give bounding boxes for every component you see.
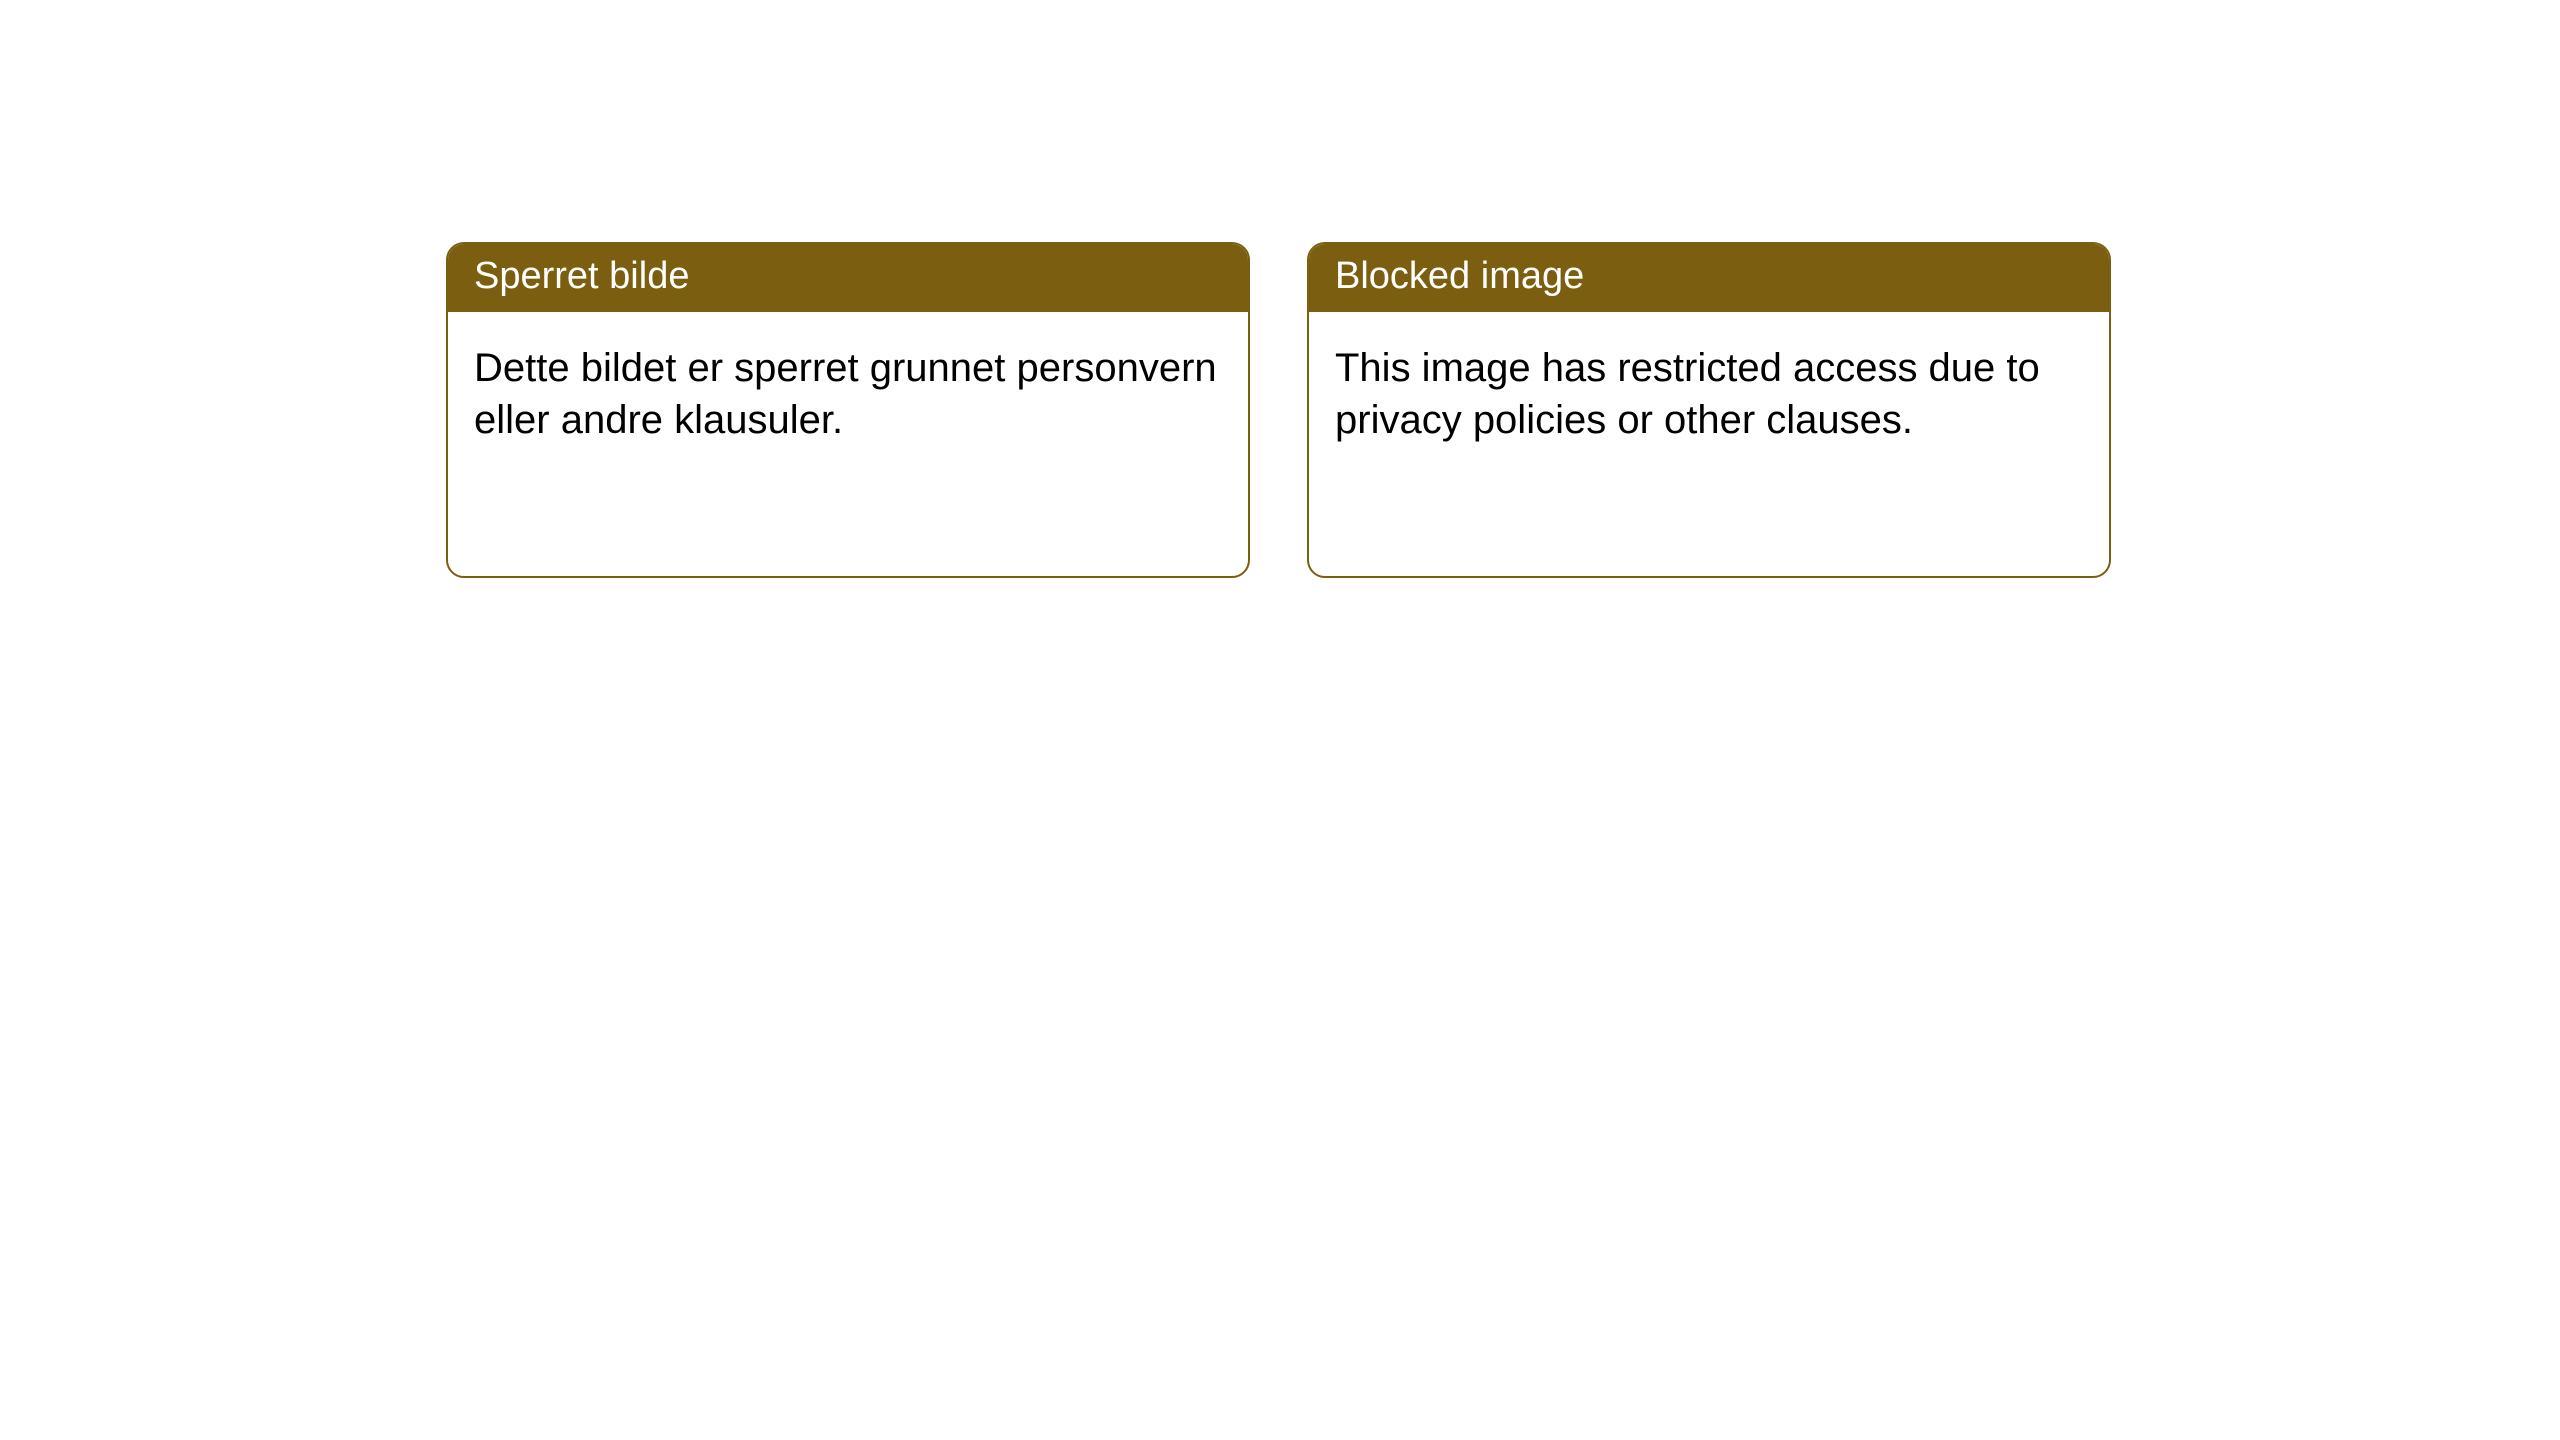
notice-body-norwegian: Dette bildet er sperret grunnet personve…	[448, 312, 1248, 476]
notice-card-english: Blocked image This image has restricted …	[1307, 242, 2111, 578]
notice-card-norwegian: Sperret bilde Dette bildet er sperret gr…	[446, 242, 1250, 578]
notice-title-english: Blocked image	[1309, 244, 2109, 312]
notice-title-norwegian: Sperret bilde	[448, 244, 1248, 312]
notice-body-english: This image has restricted access due to …	[1309, 312, 2109, 476]
notice-container: Sperret bilde Dette bildet er sperret gr…	[446, 242, 2111, 578]
